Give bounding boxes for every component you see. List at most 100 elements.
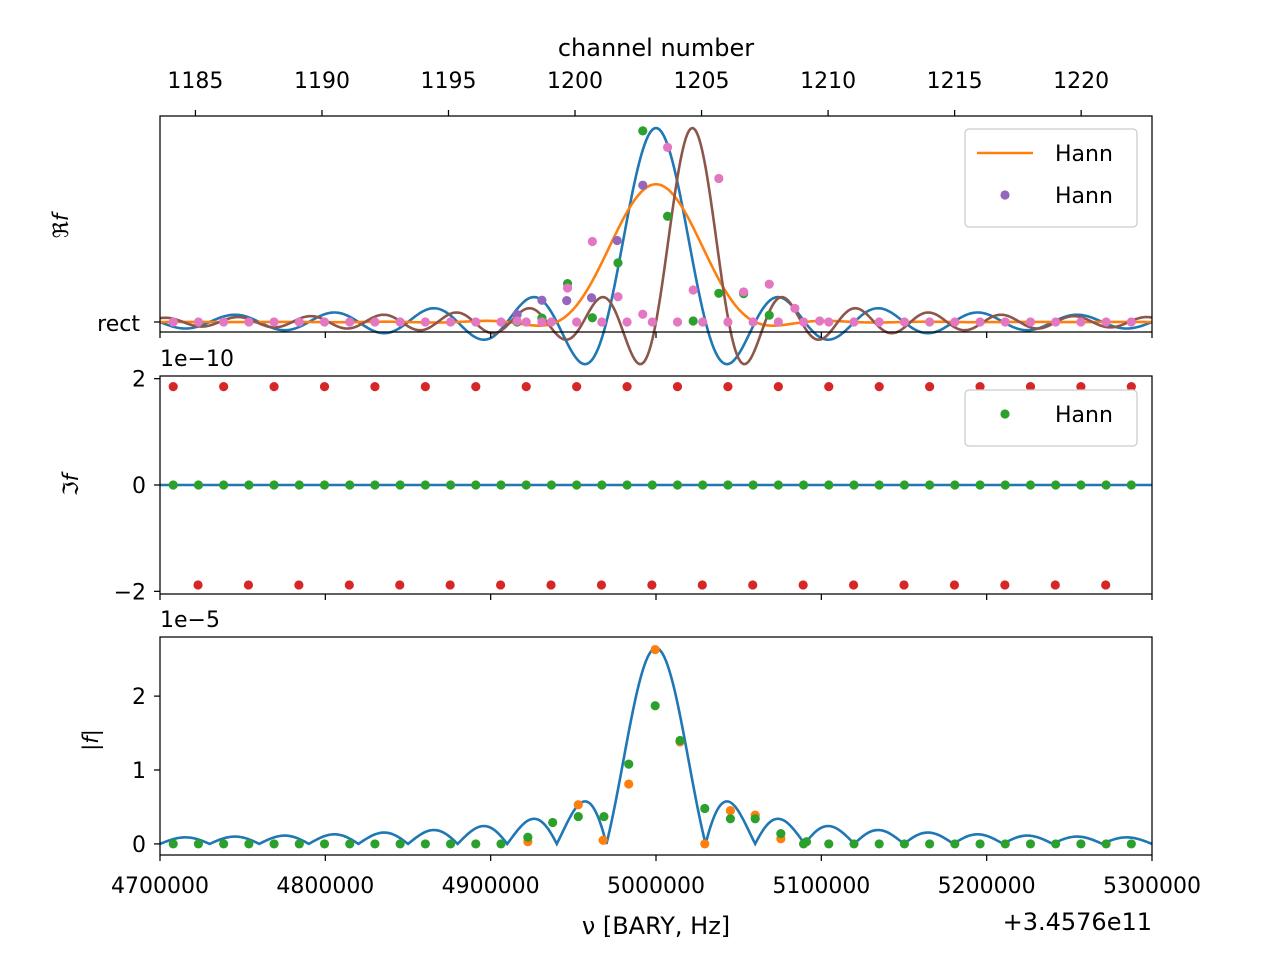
- imag-point-red: [269, 382, 279, 392]
- imag-point-red: [824, 382, 834, 392]
- imag-point-green: [319, 480, 330, 490]
- abs-point-green: [624, 759, 634, 769]
- imag-point-green: [1076, 480, 1086, 490]
- real-point-purple: [586, 293, 597, 303]
- imag-point-red: [697, 580, 707, 590]
- real-baseline-point: [294, 317, 304, 327]
- real-point-green: [688, 316, 698, 326]
- real-legend: Hann Hann: [964, 128, 1138, 228]
- abs-baseline-point: [420, 839, 430, 849]
- imag-point-red: [219, 382, 229, 392]
- real-point-pink: [512, 316, 522, 326]
- abs-point-green: [776, 828, 786, 839]
- top-tick-label: 1210: [800, 69, 856, 94]
- abs-ticks: 0 1 2 4700000 4800000 4900000 5000000 5100000 52…: [111, 685, 1201, 899]
- abs-point-orange: [573, 800, 583, 810]
- real-baseline-point: [219, 317, 229, 327]
- imag-point-green: [773, 480, 783, 490]
- imag-point-red: [748, 580, 758, 590]
- abs-xtick-label: 5200000: [938, 874, 1036, 899]
- imag-point-red: [521, 382, 531, 392]
- abs-baseline-point: [294, 839, 304, 849]
- top-tick-label: 1205: [674, 69, 730, 94]
- abs-xtick-label: 5000000: [607, 874, 705, 899]
- abs-baseline-point: [445, 839, 456, 849]
- real-baseline-point: [1076, 317, 1086, 327]
- abs-baseline-point: [899, 839, 910, 849]
- real-baseline-point: [1000, 317, 1010, 327]
- real-point-pink: [815, 316, 825, 326]
- imag-point-green: [496, 480, 506, 490]
- imag-point-green: [345, 480, 355, 490]
- imag-point-red: [596, 580, 607, 590]
- real-baseline-point: [471, 317, 481, 327]
- imag-point-red: [168, 382, 178, 392]
- imag-legend: Hann: [964, 389, 1138, 447]
- abs-baseline-point: [1101, 839, 1111, 849]
- imag-point-red: [572, 382, 582, 392]
- abs-xtick-label: 4900000: [442, 874, 540, 899]
- imag-point-red: [848, 580, 859, 590]
- imag-point-green: [849, 480, 859, 490]
- abs-baseline-point: [925, 839, 935, 849]
- imag-ytick-label: 2: [132, 368, 146, 393]
- real-point-pink: [562, 283, 573, 293]
- top-tick-label: 1215: [927, 69, 983, 94]
- real-point-pink: [739, 287, 749, 297]
- imag-point-red: [672, 382, 683, 392]
- abs-baseline-point: [345, 839, 355, 849]
- imag-point-red: [925, 382, 935, 392]
- abs-point-orange: [650, 644, 660, 655]
- abs-baseline-point: [244, 839, 254, 849]
- imag-point-red: [949, 580, 960, 590]
- abs-point-green: [801, 837, 812, 847]
- real-baseline-point: [168, 317, 178, 327]
- imag-point-red: [395, 580, 405, 590]
- abs-baseline-point: [269, 839, 279, 849]
- imag-point-green: [168, 480, 178, 490]
- real-baseline-point: [269, 317, 279, 327]
- real-point-pink: [662, 142, 673, 152]
- imag-point-green: [698, 480, 708, 490]
- real-baseline-point: [1025, 317, 1036, 327]
- real-series-blue-line: [159, 126, 1153, 366]
- abs-baseline-point: [975, 839, 985, 849]
- abs-baseline-point: [1025, 839, 1036, 849]
- imag-point-red: [243, 580, 254, 590]
- imag-point-green: [219, 480, 229, 490]
- real-baseline-point: [1051, 317, 1061, 327]
- real-point-purple: [638, 180, 648, 190]
- imag-point-green: [925, 480, 935, 490]
- imag-point-green: [950, 480, 960, 490]
- imag-point-red: [1025, 382, 1036, 392]
- abs-baseline-point: [471, 839, 481, 849]
- real-baseline-point: [244, 317, 254, 327]
- abs-xtick-label: 4800000: [276, 874, 374, 899]
- real-baseline-point: [345, 317, 355, 327]
- real-baseline-point: [723, 317, 733, 327]
- abs-baseline-point: [168, 839, 178, 849]
- abs-point-green: [650, 701, 660, 711]
- real-point-green: [714, 288, 724, 298]
- abs-ytick-label: 0: [132, 833, 146, 858]
- real-baseline-point: [546, 317, 557, 327]
- real-baseline-point: [319, 317, 330, 327]
- real-baseline-point: [824, 317, 834, 327]
- abs-point-orange: [700, 839, 710, 849]
- abs-baseline-point: [849, 839, 859, 849]
- real-baseline-point: [370, 317, 380, 327]
- imag-point-green: [975, 480, 985, 490]
- imag-point-red: [495, 580, 506, 590]
- legend-label: Hann: [1055, 142, 1113, 167]
- imag-point-red: [773, 382, 783, 392]
- imag-ticks: −2 0 2: [114, 368, 1153, 605]
- imag-point-green: [546, 480, 557, 490]
- imag-point-red: [975, 382, 985, 392]
- imag-point-red: [294, 580, 304, 590]
- imag-point-green: [1126, 480, 1136, 490]
- real-point-green: [764, 310, 774, 320]
- real-baseline-point: [899, 317, 910, 327]
- real-point-green: [638, 126, 648, 136]
- real-baseline-point: [395, 317, 405, 327]
